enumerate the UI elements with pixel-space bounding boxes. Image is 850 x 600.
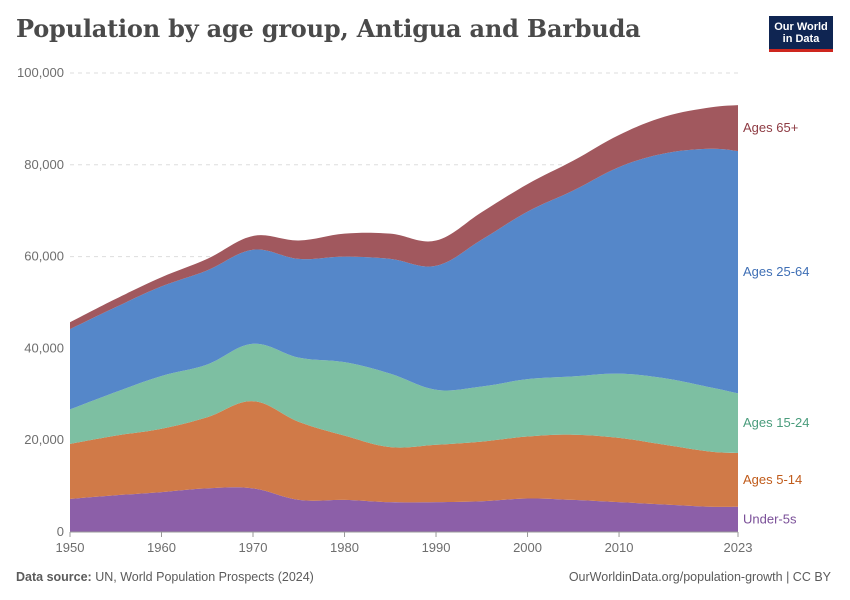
- x-tick-label: 1970: [239, 540, 268, 555]
- area-under-5s: [70, 487, 738, 532]
- y-tick-label: 60,000: [24, 249, 64, 264]
- x-tick-label: 1990: [422, 540, 451, 555]
- y-tick-label: 0: [57, 524, 64, 539]
- series-labels: Under-5s Ages 5-14 Ages 15-24 Ages 25-64 Age…: [743, 120, 810, 526]
- logo-line-2: in Data: [782, 32, 820, 45]
- x-tick-label: 1980: [330, 540, 359, 555]
- series-label: Under-5s: [743, 511, 797, 526]
- y-tick-label: 80,000: [24, 157, 64, 172]
- x-tick-label: 2000: [513, 540, 542, 555]
- logo-line-1: Our World: [774, 20, 828, 33]
- data-source: Data source: UN, World Population Prospe…: [16, 570, 314, 584]
- area-ages-5-14: [70, 401, 738, 507]
- y-tick-label: 100,000: [17, 65, 64, 80]
- data-source-label: Data source:: [16, 570, 92, 584]
- x-tick-label: 1960: [147, 540, 176, 555]
- y-tick-label: 20,000: [24, 432, 64, 447]
- x-tick-label: 2023: [724, 540, 753, 555]
- series-label: Ages 5-14: [743, 472, 802, 487]
- x-tick-label: 2010: [605, 540, 634, 555]
- source-link[interactable]: OurWorldinData.org/population-growth | C…: [568, 570, 831, 584]
- y-tick-label: 40,000: [24, 340, 64, 355]
- data-source-text: UN, World Population Prospects (2024): [95, 570, 314, 584]
- area-ages-25-64: [70, 148, 738, 410]
- series-label: Ages 65+: [743, 120, 798, 135]
- area-ages-15-24: [70, 343, 738, 454]
- chart-title: Population by age group, Antigua and Bar…: [16, 14, 641, 43]
- axes: 0 20,000 40,000 60,000 80,000 100,000 1950 1960…: [17, 65, 752, 555]
- series-label: Ages 15-24: [743, 415, 810, 430]
- series-label: Ages 25-64: [743, 264, 810, 279]
- area-ages-65-: [70, 105, 738, 330]
- owid-logo[interactable]: Our World in Data: [769, 16, 833, 52]
- area-series: [70, 105, 738, 532]
- x-tick-label: 1950: [56, 540, 85, 555]
